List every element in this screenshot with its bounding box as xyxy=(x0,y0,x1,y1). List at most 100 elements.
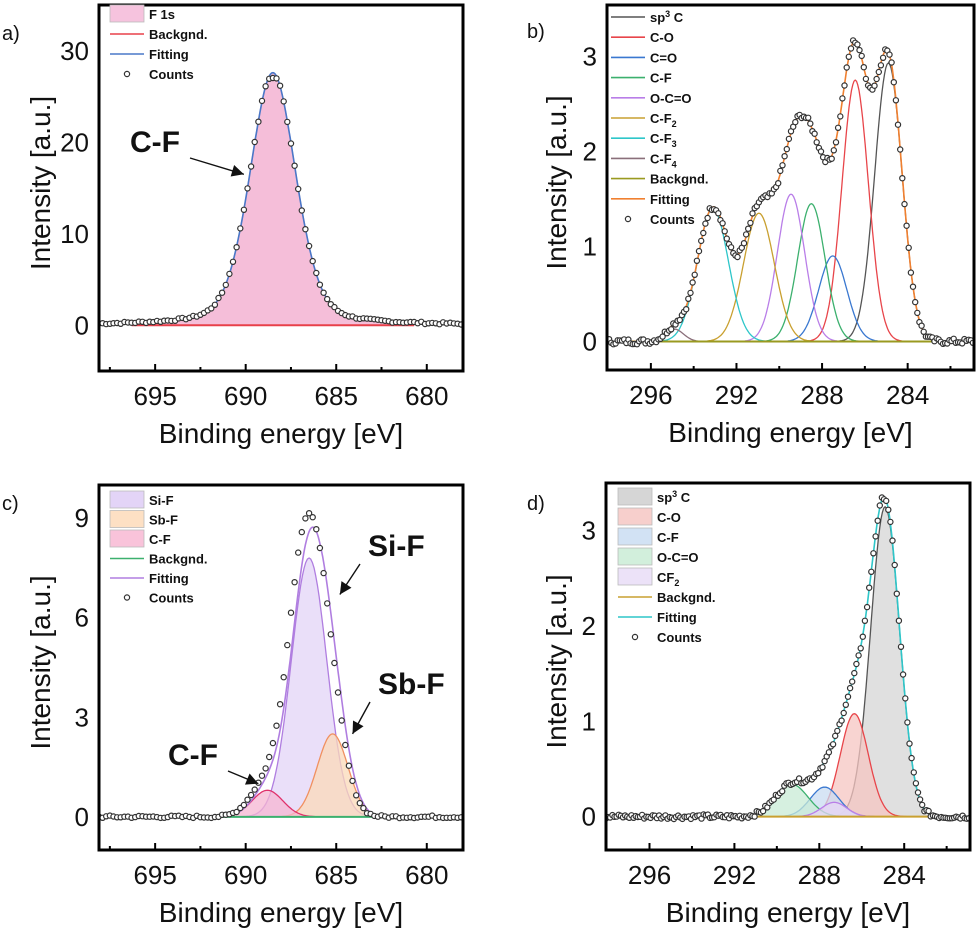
count-point xyxy=(847,45,855,52)
count-point xyxy=(785,135,793,143)
count-point xyxy=(751,813,758,820)
legend-marker xyxy=(123,70,131,78)
legend-swatch xyxy=(109,510,145,528)
count-point xyxy=(859,633,867,640)
count-point xyxy=(759,807,767,815)
count-point xyxy=(331,303,338,311)
count-point xyxy=(218,289,226,296)
count-point xyxy=(781,152,788,160)
count-point xyxy=(783,145,791,153)
count-point xyxy=(854,41,861,48)
x-tick-label: 292 xyxy=(713,860,756,890)
legend-marker xyxy=(123,594,131,601)
legend-swatch xyxy=(617,567,653,586)
count-point xyxy=(345,762,353,769)
y-tick-label: 1 xyxy=(582,706,596,736)
legend-label: O-C=O xyxy=(657,550,699,565)
count-point xyxy=(916,796,924,803)
y-tick-label: 6 xyxy=(75,603,89,633)
legend-label: Backgnd. xyxy=(149,552,208,567)
annotation: Si-F xyxy=(339,530,425,595)
x-axis-title: Binding energy [eV] xyxy=(159,418,403,449)
legend-label: Si-F xyxy=(149,493,174,508)
count-point xyxy=(832,139,840,146)
legend-item: Fitting xyxy=(110,47,189,62)
legend: F 1s Backgnd. Fitting Counts xyxy=(109,4,208,82)
legend-label: C-F xyxy=(650,71,672,86)
legend-item: C-O xyxy=(611,30,674,45)
count-point xyxy=(883,497,890,505)
count-point xyxy=(875,68,883,76)
count-point xyxy=(702,220,709,227)
annotation-arrow-head xyxy=(352,720,364,734)
count-point xyxy=(837,113,844,120)
count-point xyxy=(258,97,266,105)
legend-label: Backgnd. xyxy=(650,172,709,187)
legend-marker xyxy=(624,215,632,223)
panel-b: b) 296 292 288 284 0 1 2 3 Binding energy [eV] Int… xyxy=(527,3,976,448)
component-fill-cf2 xyxy=(762,802,906,817)
count-point xyxy=(901,200,908,208)
y-tick-label: 10 xyxy=(60,219,89,249)
x-tick-label: 284 xyxy=(883,860,926,890)
count-point xyxy=(890,78,898,86)
count-point xyxy=(792,118,799,126)
count-point xyxy=(255,118,262,125)
annotation-label: C-F xyxy=(168,739,218,772)
count-point xyxy=(857,645,864,652)
panel-label: d) xyxy=(527,493,545,515)
legend-item: O-C=O xyxy=(611,91,692,106)
count-point xyxy=(280,98,287,105)
count-point xyxy=(320,289,327,296)
count-point xyxy=(834,727,841,735)
legend-label: C=O xyxy=(650,50,677,65)
count-point xyxy=(721,228,728,235)
count-point xyxy=(262,765,269,772)
count-point xyxy=(313,269,320,277)
legend-item: Fitting xyxy=(618,610,697,625)
count-point xyxy=(834,124,842,132)
count-point xyxy=(691,271,698,278)
annotation-arrow-head xyxy=(339,581,352,595)
count-point xyxy=(240,206,248,213)
legend-label: Backgnd. xyxy=(657,590,716,605)
component-fill-o-c-o xyxy=(700,784,884,817)
count-point xyxy=(316,281,324,288)
y-tick-label: 2 xyxy=(582,611,596,641)
count-point xyxy=(899,671,907,678)
count-point xyxy=(877,62,885,69)
count-point xyxy=(302,515,309,522)
legend-label: Counts xyxy=(657,630,702,645)
legend-swatch xyxy=(617,547,653,566)
count-point xyxy=(851,669,858,677)
count-point xyxy=(899,174,906,182)
annotation: C-F xyxy=(130,126,245,177)
count-point xyxy=(892,97,900,104)
annotation-label: C-F xyxy=(130,126,180,159)
y-tick-label: 2 xyxy=(583,136,597,166)
legend-item: F 1s xyxy=(109,4,175,23)
count-point xyxy=(874,517,881,524)
y-tick-label: 0 xyxy=(583,326,597,356)
count-point xyxy=(909,283,917,290)
count-point xyxy=(287,140,295,147)
y-tick-label: 0 xyxy=(75,802,89,832)
count-point xyxy=(687,289,694,297)
count-point xyxy=(356,799,363,807)
legend-label: Counts xyxy=(149,591,194,606)
legend-label: C-F xyxy=(657,530,679,545)
count-point xyxy=(844,693,852,700)
x-tick-label: 288 xyxy=(800,380,843,410)
count-point xyxy=(856,46,863,54)
counts-series xyxy=(606,494,970,823)
count-point xyxy=(298,528,305,536)
count-point xyxy=(863,603,871,611)
count-point xyxy=(247,163,255,170)
count-point xyxy=(895,617,903,624)
count-point xyxy=(262,83,269,90)
component-line-o-c-o xyxy=(714,193,869,343)
count-point xyxy=(233,808,240,816)
count-point xyxy=(846,684,854,692)
count-point xyxy=(870,550,877,557)
legend-label: C-F2 xyxy=(650,111,677,129)
